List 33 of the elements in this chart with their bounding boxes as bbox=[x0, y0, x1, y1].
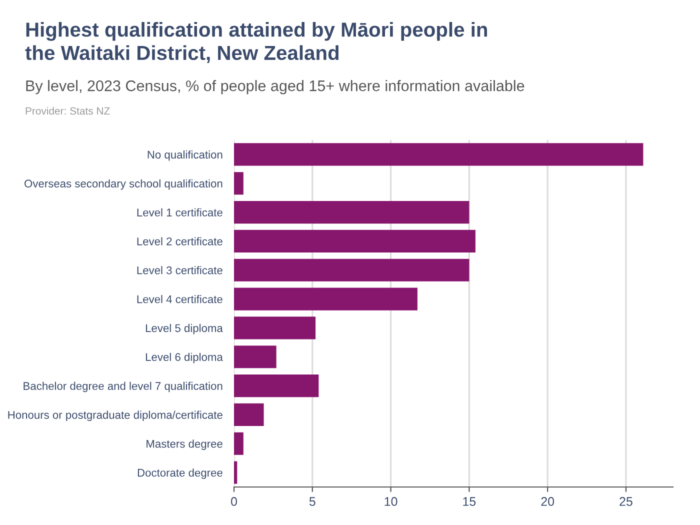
bar bbox=[234, 143, 644, 166]
y-tick-label: Level 5 diploma bbox=[146, 324, 223, 334]
y-tick-label: Level 4 certificate bbox=[137, 295, 222, 304]
y-tick-label: Bachelor degree and level 7 qualification bbox=[24, 382, 222, 392]
x-tick-label: 20 bbox=[541, 497, 554, 506]
y-tick-label: No qualification bbox=[148, 150, 222, 161]
y-tick-label: Overseas secondary school qualification bbox=[24, 179, 222, 190]
x-tick-label: 10 bbox=[384, 497, 398, 506]
text: Provider: Stats NZ bbox=[26, 107, 110, 115]
bar bbox=[234, 172, 244, 195]
bar bbox=[234, 346, 276, 368]
bar bbox=[234, 461, 238, 484]
y-tick-label: Level 2 certificate bbox=[137, 237, 222, 246]
y-tick-label: Doctorate degree bbox=[138, 468, 222, 479]
bar bbox=[234, 201, 470, 224]
x-tick-label: 25 bbox=[620, 497, 632, 506]
bar bbox=[234, 432, 244, 455]
bar bbox=[234, 258, 470, 282]
y-tick-label: Level 3 certificate bbox=[137, 266, 222, 274]
bar bbox=[234, 230, 476, 252]
y-tick-label: Level 1 certificate bbox=[137, 208, 222, 216]
x-tick-label: 15 bbox=[463, 497, 476, 506]
chart-title: Highest qualification attained by Māori people in the Waitaki District, New Zealand bbox=[25, 22, 487, 63]
y-tick-label: Level 6 diploma bbox=[146, 352, 223, 364]
bar bbox=[234, 316, 316, 340]
bar bbox=[234, 374, 319, 398]
chart-subtitle: By level, 2023 Census, % of people aged 15+ where information available bbox=[26, 80, 524, 94]
x-tick-label: 0 bbox=[231, 497, 237, 506]
bar bbox=[234, 403, 264, 426]
y-tick-label: Honours or postgraduate diploma/certificate bbox=[8, 410, 222, 422]
bar bbox=[234, 288, 418, 310]
y-tick-label: Masters degree bbox=[146, 440, 222, 450]
x-tick-label: 5 bbox=[309, 497, 316, 506]
